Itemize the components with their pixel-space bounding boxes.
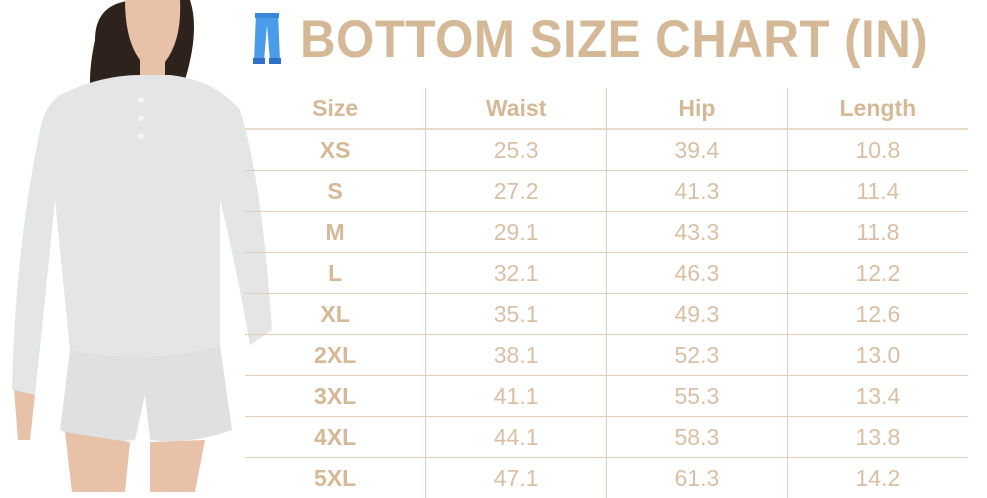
model-shorts xyxy=(60,345,232,441)
cell-hip: 41.3 xyxy=(607,171,788,212)
chart-header: BOTTOM SIZE CHART (IN) xyxy=(252,4,975,74)
cell-waist: 27.2 xyxy=(426,171,607,212)
cell-length: 13.0 xyxy=(787,335,968,376)
cell-hip: 52.3 xyxy=(607,335,788,376)
table-header-row: Size Waist Hip Length xyxy=(245,88,968,129)
cell-length: 10.8 xyxy=(787,129,968,171)
cell-hip: 46.3 xyxy=(607,253,788,294)
header-length: Length xyxy=(787,88,968,129)
cell-hip: 43.3 xyxy=(607,212,788,253)
cell-length: 11.4 xyxy=(787,171,968,212)
cell-waist: 29.1 xyxy=(426,212,607,253)
cell-hip: 49.3 xyxy=(607,294,788,335)
cell-waist: 38.1 xyxy=(426,335,607,376)
cell-size: 2XL xyxy=(245,335,426,376)
cell-size: L xyxy=(245,253,426,294)
model-legs xyxy=(65,432,205,492)
cell-length: 11.8 xyxy=(787,212,968,253)
cell-hip: 39.4 xyxy=(607,129,788,171)
cell-waist: 32.1 xyxy=(426,253,607,294)
cell-waist: 41.1 xyxy=(426,376,607,417)
header-hip: Hip xyxy=(607,88,788,129)
page-title: BOTTOM SIZE CHART (IN) xyxy=(300,9,928,70)
cell-waist: 25.3 xyxy=(426,129,607,171)
cell-waist: 35.1 xyxy=(426,294,607,335)
model-sweater xyxy=(12,75,272,395)
cell-length: 12.6 xyxy=(787,294,968,335)
jeans-icon xyxy=(252,11,282,67)
cell-size: XS xyxy=(245,129,426,171)
cell-size: XL xyxy=(245,294,426,335)
cell-size: S xyxy=(245,171,426,212)
model-hands xyxy=(14,390,35,440)
cell-size: M xyxy=(245,212,426,253)
cell-waist: 44.1 xyxy=(426,417,607,458)
cell-length: 12.2 xyxy=(787,253,968,294)
cell-size: 4XL xyxy=(245,417,426,458)
header-waist: Waist xyxy=(426,88,607,129)
cell-length: 13.8 xyxy=(787,417,968,458)
header-size: Size xyxy=(245,88,426,129)
cell-hip: 58.3 xyxy=(607,417,788,458)
cell-length: 13.4 xyxy=(787,376,968,417)
cell-hip: 55.3 xyxy=(607,376,788,417)
cell-size: 3XL xyxy=(245,376,426,417)
